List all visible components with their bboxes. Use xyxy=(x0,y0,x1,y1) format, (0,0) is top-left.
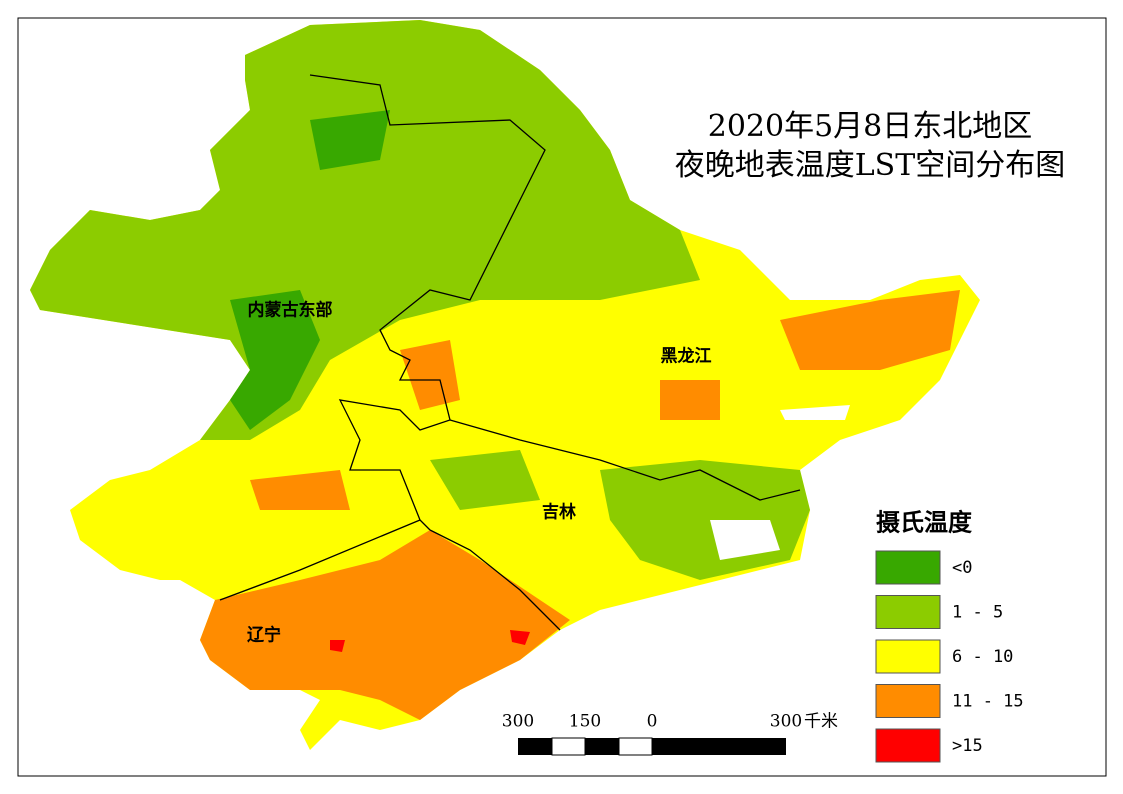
legend-label: >15 xyxy=(952,736,983,756)
green-zone-east xyxy=(430,450,810,580)
legend: <0 1 - 5 6 - 10 11 - 15 >15 xyxy=(875,550,1024,763)
border xyxy=(449,419,801,501)
scale-segment xyxy=(618,737,653,756)
scale-label: 300 xyxy=(770,712,802,732)
legend-label: 11 - 15 xyxy=(952,692,1024,712)
map xyxy=(30,20,980,750)
legend-label: <0 xyxy=(952,558,972,578)
scale-label: 300 xyxy=(502,712,534,732)
legend-label: 6 - 10 xyxy=(952,647,1013,667)
green-zone xyxy=(30,20,700,440)
dark-green-zone xyxy=(230,110,390,430)
borders xyxy=(219,74,801,631)
region-label: 吉林 xyxy=(542,502,576,523)
region-label: 黑龙江 xyxy=(661,346,712,367)
orange-zone xyxy=(200,290,960,720)
legend-swatch xyxy=(875,550,941,585)
legend-swatch xyxy=(875,684,941,718)
title-line: 2020年5月8日东北地区 xyxy=(708,109,1033,144)
border xyxy=(309,74,546,531)
legend-swatch xyxy=(875,639,941,674)
legend-swatch xyxy=(875,728,941,763)
border xyxy=(429,529,561,631)
scale-label: 0 xyxy=(647,712,658,732)
scale-segment xyxy=(585,738,619,755)
region-label: 辽宁 xyxy=(247,625,281,646)
legend-label: 1 - 5 xyxy=(952,603,1003,623)
scale-segment xyxy=(652,738,786,755)
legend-swatch xyxy=(875,595,941,629)
title-line: 夜晚地表温度LST空间分布图 xyxy=(675,148,1065,183)
white-spots xyxy=(710,405,850,560)
scale-segment xyxy=(518,738,552,755)
border xyxy=(219,519,421,601)
scale-bar: 300 150 0 300 千米 xyxy=(502,712,838,756)
region-label: 内蒙古东部 xyxy=(248,300,333,321)
legend-title: 摄氏温度 xyxy=(876,508,973,537)
scale-segment xyxy=(551,737,586,756)
scale-label: 150 xyxy=(569,712,601,732)
scale-unit: 千米 xyxy=(804,712,838,732)
